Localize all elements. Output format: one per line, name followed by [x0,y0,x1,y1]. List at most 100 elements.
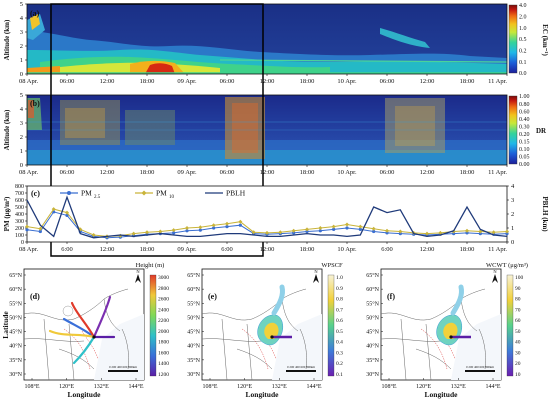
panel-a-colorbar-ticks: 4.0 2.0 1.0 0.5 0.2 0.1 0.0 [519,3,527,77]
map-colorbar-title: WCWT (μg/m³) [486,262,528,269]
x-tick-label: 11 Apr. [488,169,507,176]
receptor-marker [92,335,96,339]
lat-tick-label: 30°N [366,371,379,378]
contour-plume [271,284,285,316]
lon-tick-label: 120°E [416,383,431,390]
y-tick-label: 4 [20,106,24,113]
y-tick-label: 4 [511,183,515,190]
highlight-box [50,3,264,257]
panel-c-label: (c) [31,189,40,198]
x-tick-label: 08 Apr. [19,169,39,176]
y-tick-label: 400 [15,212,24,218]
panel-b-colorbar-ticks: 1.00 0.800.60 0.400.30 0.20 0.150.10 0.050.00 [519,94,530,168]
trajectory-line [72,335,96,365]
map-colorbar-tick: 70 [515,307,521,313]
pm25-point [38,229,42,234]
trajectory-line [92,295,112,339]
pm10-point [171,228,176,233]
sea-area [451,314,501,380]
border-line [246,323,253,381]
colorbar-tick-label: 0.20 [519,132,530,138]
lat-tick-label: 40°N [9,343,22,350]
pm10-point [145,230,149,235]
lat-tick-label: 65°N [9,272,22,279]
x-tick-label: 06:00 [60,78,75,85]
x-tick-label: 11 Apr. [488,78,507,85]
panel-c-ylabel-left: PM (μg/m³) [3,196,11,231]
y-tick-label: 1 [20,57,23,64]
y-tick-label: 5 [20,92,23,99]
north-label: N [136,269,140,274]
colorbar-tick-label: 0.60 [519,109,530,115]
map-colorbar-tick: 2600 [158,297,169,303]
colorbar-tick-label: 0.5 [519,37,527,43]
y-tick-label: 300 [15,219,24,225]
x-tick-label: 12:00 [420,169,435,176]
pm10-point [38,226,43,231]
pm10-point [91,233,96,237]
pm25-point [465,231,469,235]
pm25-point [332,227,336,231]
panel-a-colorbar-label: EC (km⁻¹) [541,24,549,56]
y-tick-label: 4 [20,15,24,22]
lat-tick-label: 40°N [187,343,200,350]
border-line [68,323,75,381]
pm10-point [265,230,269,235]
border-line [201,288,307,321]
pm25-point [358,227,362,231]
x-tick-label: 09 Apr. [177,169,197,176]
x-tick-label: 18:00 [300,169,315,176]
map-colorbar-tick: 2000 [158,329,169,335]
x-tick-label: 18:00 [460,246,475,253]
panel-c-series [25,195,509,240]
map-colorbar-tick: 80 [515,297,521,303]
scale-label: 0 200 400 600 800km [466,365,495,369]
x-tick-label: 6:00 [221,246,233,253]
map-colorbar-tick: 20 [515,361,521,367]
map-colorbar-tick: 1400 [158,361,169,367]
pm10-point [305,227,309,232]
colorbar-tick-label: 0.40 [519,117,530,123]
panel-b-label: (b) [30,99,40,108]
scale-label: 0 200 400 600 800km [109,365,138,369]
x-tick-label: 10 Apr. [337,78,357,85]
y-tick-label: 2 [511,211,514,218]
y-tick-label: 1 [511,225,514,232]
x-tick-label: 12:00 [260,246,275,253]
x-tick-label: 12:00 [100,246,115,253]
panel-c: (c) PM (μg/m³) PBLH (km) 010020030040050… [3,183,549,253]
pm25-point [305,229,309,234]
x-tick-label: 18:00 [460,169,475,176]
colorbar-tick-label: 0.00 [519,162,530,168]
pm10-point [131,231,136,236]
border-line [425,323,432,381]
map-colorbar-tick: 50 [515,329,521,335]
pm25-point [225,225,229,229]
map-label: (e) [208,292,217,301]
pm25-point [372,229,376,234]
lat-tick-label: 40°N [366,343,379,350]
pm25-point [185,229,189,233]
border-line [299,328,307,370]
lat-tick-label: 55°N [366,300,379,307]
pm25-point [505,232,509,236]
border-line [400,318,407,381]
map-colorbar-tick: 90 [515,286,521,292]
map-colorbar-tick: 0.9 [336,286,343,292]
x-tick-label: 11 Apr. [488,246,507,253]
colorbar-tick-label: 0.30 [519,124,530,130]
lat-tick-label: 60°N [366,286,379,293]
lat-tick-label: 50°N [9,314,22,321]
map-xlabel: Longitude [68,390,102,399]
lat-tick-label: 35°N [366,357,379,364]
colorbar-tick-label: 0.1 [519,60,527,66]
border-line [103,298,121,332]
legend-label: PBLH [226,189,246,198]
scale-bar [465,370,495,372]
north-label: N [314,269,318,274]
colorbar-tick-label: 0.80 [519,102,530,108]
panel-b: (b) Altitude (km) 0 1 2 3 4 5 08 Apr. 06:00 12:… [3,92,547,176]
scale-bar [286,370,316,372]
